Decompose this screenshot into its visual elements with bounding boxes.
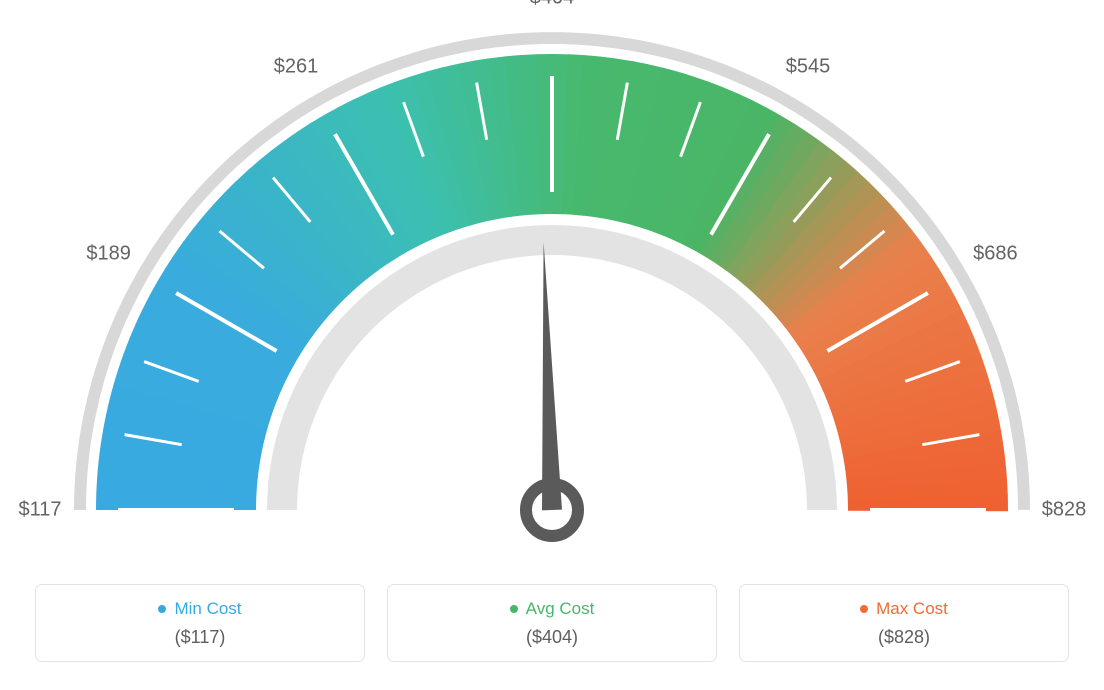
legend-label-text: Avg Cost [526, 599, 595, 619]
legend-label-text: Max Cost [876, 599, 948, 619]
legend-card-min: Min Cost ($117) [35, 584, 365, 662]
legend-label-min: Min Cost [158, 599, 241, 619]
dot-icon [158, 605, 166, 613]
gauge-tick-label: $828 [1042, 499, 1087, 522]
dot-icon [860, 605, 868, 613]
gauge-tick-label: $261 [274, 55, 319, 78]
legend-label-avg: Avg Cost [510, 599, 595, 619]
legend-value-avg: ($404) [526, 627, 578, 648]
legend-value-max: ($828) [878, 627, 930, 648]
chart-wrap: $117 $189 $261 $404 $545 $686 $828 Min Cost ($… [0, 0, 1104, 690]
gauge-area: $117 $189 $261 $404 $545 $686 $828 [0, 0, 1104, 560]
gauge-tick-label: $189 [86, 243, 131, 266]
legend-row: Min Cost ($117) Avg Cost ($404) Max Cost… [0, 584, 1104, 662]
legend-value-min: ($117) [175, 627, 226, 648]
gauge-tick-label: $404 [530, 0, 575, 10]
legend-label-max: Max Cost [860, 599, 948, 619]
dot-icon [510, 605, 518, 613]
legend-card-avg: Avg Cost ($404) [387, 584, 717, 662]
legend-card-max: Max Cost ($828) [739, 584, 1069, 662]
gauge-tick-label: $545 [786, 55, 831, 78]
gauge-tick-label: $117 [18, 499, 61, 522]
gauge-svg [0, 0, 1104, 560]
legend-label-text: Min Cost [174, 599, 241, 619]
gauge-tick-label: $686 [973, 243, 1018, 266]
